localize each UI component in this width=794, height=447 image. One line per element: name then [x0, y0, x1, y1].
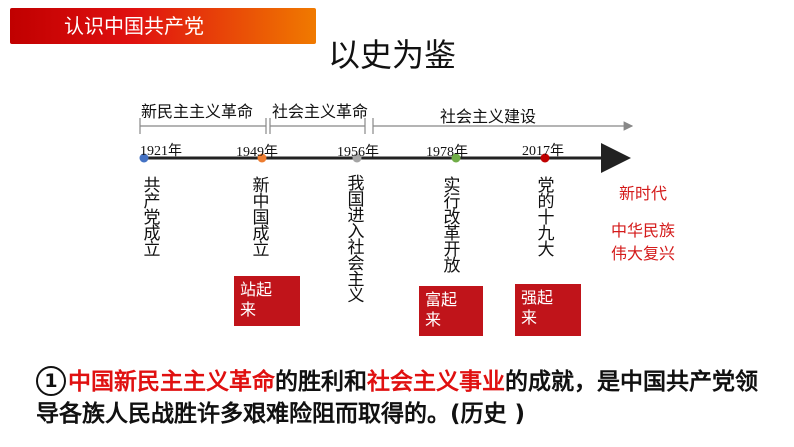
conclusion-text-1: 的胜利和 — [275, 369, 367, 395]
stage-box-get-rich: 富起来 — [419, 286, 483, 336]
rejuvenation-label-line2: 伟大复兴 — [611, 244, 676, 263]
year-label-1949: 1949年 — [236, 145, 278, 160]
stage-box-stand-up-text: 站起来 — [240, 280, 273, 319]
conclusion-number: 1 — [36, 366, 66, 396]
milestone-dot-1978 — [451, 153, 461, 163]
event-text-2017: 党的十九大 — [537, 176, 555, 260]
header-title: 认识中国共产党 — [64, 14, 204, 38]
milestone-dot-1921 — [139, 153, 149, 163]
event-text-1949: 新中国成立 — [252, 176, 270, 260]
event-text-1978: 实行改革开放 — [443, 176, 461, 276]
period-bracket-1 — [139, 118, 267, 134]
stage-box-stand-up: 站起来 — [234, 276, 300, 326]
stage-box-get-strong: 强起来 — [515, 284, 581, 336]
year-label-2017: 2017年 — [522, 144, 564, 159]
year-label-1956: 1956年 — [337, 145, 379, 160]
conclusion-text-2: 的成就，是中国共产党领导各族人民战胜许多艰难险阻而取得的。(历史 ) — [36, 369, 758, 427]
highlight-new-democratic-revolution: 中国新民主主义革命 — [68, 369, 275, 395]
year-label-1921: 1921年 — [140, 144, 182, 159]
stage-box-get-rich-text: 富起来 — [425, 290, 458, 329]
highlight-socialist-cause: 社会主义事业 — [367, 369, 505, 395]
period-label-socialist-revolution: 社会主义革命 — [272, 102, 369, 121]
slide-title: 以史为鉴 — [328, 36, 457, 74]
period-label-socialist-construction: 社会主义建设 — [440, 107, 537, 126]
new-era-label: 新时代 — [619, 184, 668, 203]
milestone-dot-1949 — [257, 153, 267, 163]
period-bracket-3 — [372, 118, 634, 134]
conclusion-paragraph: 1 中国新民主主义革命的胜利和社会主义事业的成就，是中国共产党领导各族人民战胜许多… — [36, 366, 776, 430]
year-label-1978: 1978年 — [426, 145, 468, 160]
event-text-1921: 共产党成立 — [143, 176, 161, 260]
event-text-1956: 我国进入社会主义 — [347, 174, 365, 306]
header-bar — [10, 8, 316, 44]
rejuvenation-label-line1: 中华民族 — [611, 221, 676, 240]
milestone-dot-1956 — [352, 153, 362, 163]
stage-box-get-strong-text: 强起来 — [521, 288, 554, 327]
milestone-dot-2017 — [540, 153, 550, 163]
period-bracket-2 — [269, 118, 366, 134]
period-label-new-democratic: 新民主主义革命 — [141, 102, 254, 121]
